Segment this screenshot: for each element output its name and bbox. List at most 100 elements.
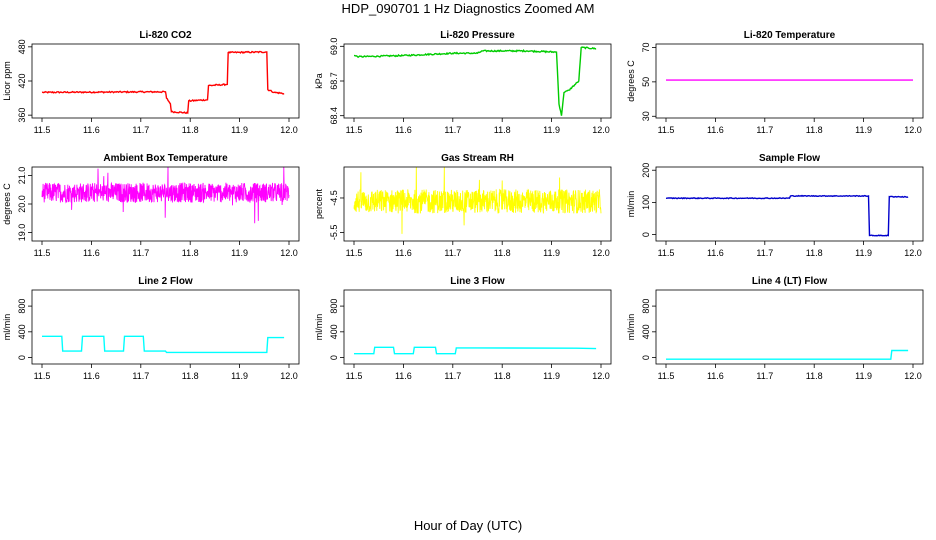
y-tick-label: 800	[641, 299, 651, 314]
y-tick-label: 70	[641, 42, 651, 52]
page-title: HDP_090701 1 Hz Diagnostics Zoomed AM	[341, 1, 595, 16]
x-tick-label: 11.6	[395, 371, 412, 381]
x-tick-label: 11.9	[543, 371, 560, 381]
x-tick-label: 11.5	[658, 371, 675, 381]
x-tick-label: 11.6	[83, 371, 100, 381]
y-axis-label: ml/min	[2, 314, 12, 341]
plot-frame	[343, 166, 612, 242]
y-tick-label: 68.4	[329, 107, 339, 125]
y-tick-label: 69.0	[329, 38, 339, 56]
x-tick-label: 12.0	[280, 248, 298, 258]
x-tick-label: 11.9	[231, 248, 248, 258]
plot-frame	[31, 289, 300, 365]
series-line-1	[354, 346, 597, 355]
y-axis-label: Licor ppm	[2, 61, 12, 101]
chart-panel-2: Li-820 Pressure kPa 68.4 68.7 69.0 11.5 11.6 11…	[314, 30, 612, 135]
x-tick-label: 11.5	[658, 248, 675, 258]
y-tick-label: 480	[17, 39, 27, 54]
series-line-1	[41, 50, 285, 115]
y-tick-label: 400	[17, 324, 27, 339]
panel-title: Line 3 Flow	[450, 276, 505, 287]
x-tick-label: 12.0	[904, 371, 922, 381]
x-tick-label: 12.0	[592, 248, 610, 258]
plot-frame	[31, 43, 300, 119]
chart-panel-8: Line 3 Flow ml/min 0 400 800 11.5 11.6 11.7 11.8…	[314, 276, 612, 381]
chart-panel-4: Ambient Box Temperature degrees C 19.0 20.0…	[2, 153, 300, 258]
x-tick-label: 11.8	[494, 248, 511, 258]
series-line-1	[42, 335, 285, 354]
y-tick-label: -5.5	[329, 225, 339, 241]
x-tick-label: 11.8	[494, 125, 511, 135]
y-tick-label: 200	[641, 163, 651, 178]
chart-panel-7: Line 2 Flow ml/min 0 400 800 11.5 11.6 11.7 11.8…	[2, 276, 300, 381]
y-tick-label: 800	[329, 299, 339, 314]
x-tick-label: 11.8	[806, 125, 823, 135]
y-tick-label: 800	[17, 299, 27, 314]
plot-frame	[655, 166, 924, 242]
x-tick-label: 12.0	[280, 125, 298, 135]
x-tick-label: 11.6	[395, 125, 412, 135]
x-tick-label: 11.6	[707, 125, 724, 135]
x-tick-label: 12.0	[592, 371, 610, 381]
x-tick-label: 11.6	[83, 125, 100, 135]
x-tick-label: 11.5	[658, 125, 675, 135]
panel-title: Li-820 CO2	[139, 30, 192, 41]
y-tick-label: 400	[329, 324, 339, 339]
series-line-1	[353, 166, 602, 234]
y-tick-label: 20.0	[17, 195, 27, 213]
x-tick-label: 11.7	[756, 248, 773, 258]
y-axis-label: percent	[314, 188, 324, 219]
x-tick-label: 11.8	[182, 125, 199, 135]
chart-panel-6: Sample Flow ml/min 0 100 200 11.5 11.6 11.7 11.8…	[626, 153, 924, 258]
panel-title: Line 4 (LT) Flow	[752, 276, 828, 287]
y-axis-label: degrees C	[2, 183, 12, 225]
x-tick-label: 11.5	[34, 248, 51, 258]
series-line-1	[354, 46, 597, 116]
x-tick-label: 11.9	[231, 371, 248, 381]
y-tick-label: 100	[641, 195, 651, 210]
x-tick-label: 11.6	[395, 248, 412, 258]
y-axis-label: ml/min	[626, 191, 636, 218]
chart-panel-5: Gas Stream RH percent -5.5 -4.5 11.5 11.6 11.7…	[314, 153, 612, 258]
chart-panel-3: Li-820 Temperature degrees C 30 50 70 11.5 11.…	[626, 30, 924, 135]
x-axis-label: Hour of Day (UTC)	[413, 518, 523, 533]
y-axis-label: ml/min	[626, 314, 636, 341]
panel-title: Li-820 Temperature	[744, 30, 836, 41]
y-tick-label: 360	[17, 108, 27, 123]
y-axis-label: degrees C	[626, 60, 636, 102]
x-tick-label: 11.8	[806, 371, 823, 381]
x-tick-label: 12.0	[904, 248, 922, 258]
x-tick-label: 11.7	[132, 125, 149, 135]
y-tick-label: 0	[17, 355, 27, 360]
y-axis-label: kPa	[314, 73, 324, 89]
x-tick-label: 11.5	[34, 371, 51, 381]
x-tick-label: 11.9	[543, 248, 560, 258]
x-tick-label: 11.5	[34, 125, 51, 135]
x-tick-label: 11.5	[346, 125, 363, 135]
panel-title: Line 2 Flow	[138, 276, 193, 287]
x-tick-label: 11.9	[231, 125, 248, 135]
panel-title: Sample Flow	[759, 153, 820, 164]
series-line-1	[41, 166, 290, 224]
y-tick-label: 0	[329, 355, 339, 360]
x-tick-label: 12.0	[904, 125, 922, 135]
plot-frame	[343, 289, 612, 365]
y-tick-label: -4.5	[329, 190, 339, 206]
panel-title: Gas Stream RH	[441, 153, 514, 164]
x-tick-label: 11.7	[756, 125, 773, 135]
x-tick-label: 11.7	[444, 371, 461, 381]
x-tick-label: 11.5	[346, 371, 363, 381]
chart-panel-9: Line 4 (LT) Flow ml/min 0 400 800 11.5 11.6 11.…	[626, 276, 924, 381]
x-tick-label: 11.7	[132, 248, 149, 258]
x-tick-label: 11.8	[494, 371, 511, 381]
x-tick-label: 11.7	[444, 125, 461, 135]
x-tick-label: 11.9	[543, 125, 560, 135]
x-tick-label: 12.0	[592, 125, 610, 135]
y-tick-label: 68.7	[329, 72, 339, 90]
y-tick-label: 0	[641, 355, 651, 360]
x-tick-label: 11.9	[855, 248, 872, 258]
y-tick-label: 19.0	[17, 224, 27, 242]
y-tick-label: 50	[641, 77, 651, 87]
y-tick-label: 420	[17, 73, 27, 88]
